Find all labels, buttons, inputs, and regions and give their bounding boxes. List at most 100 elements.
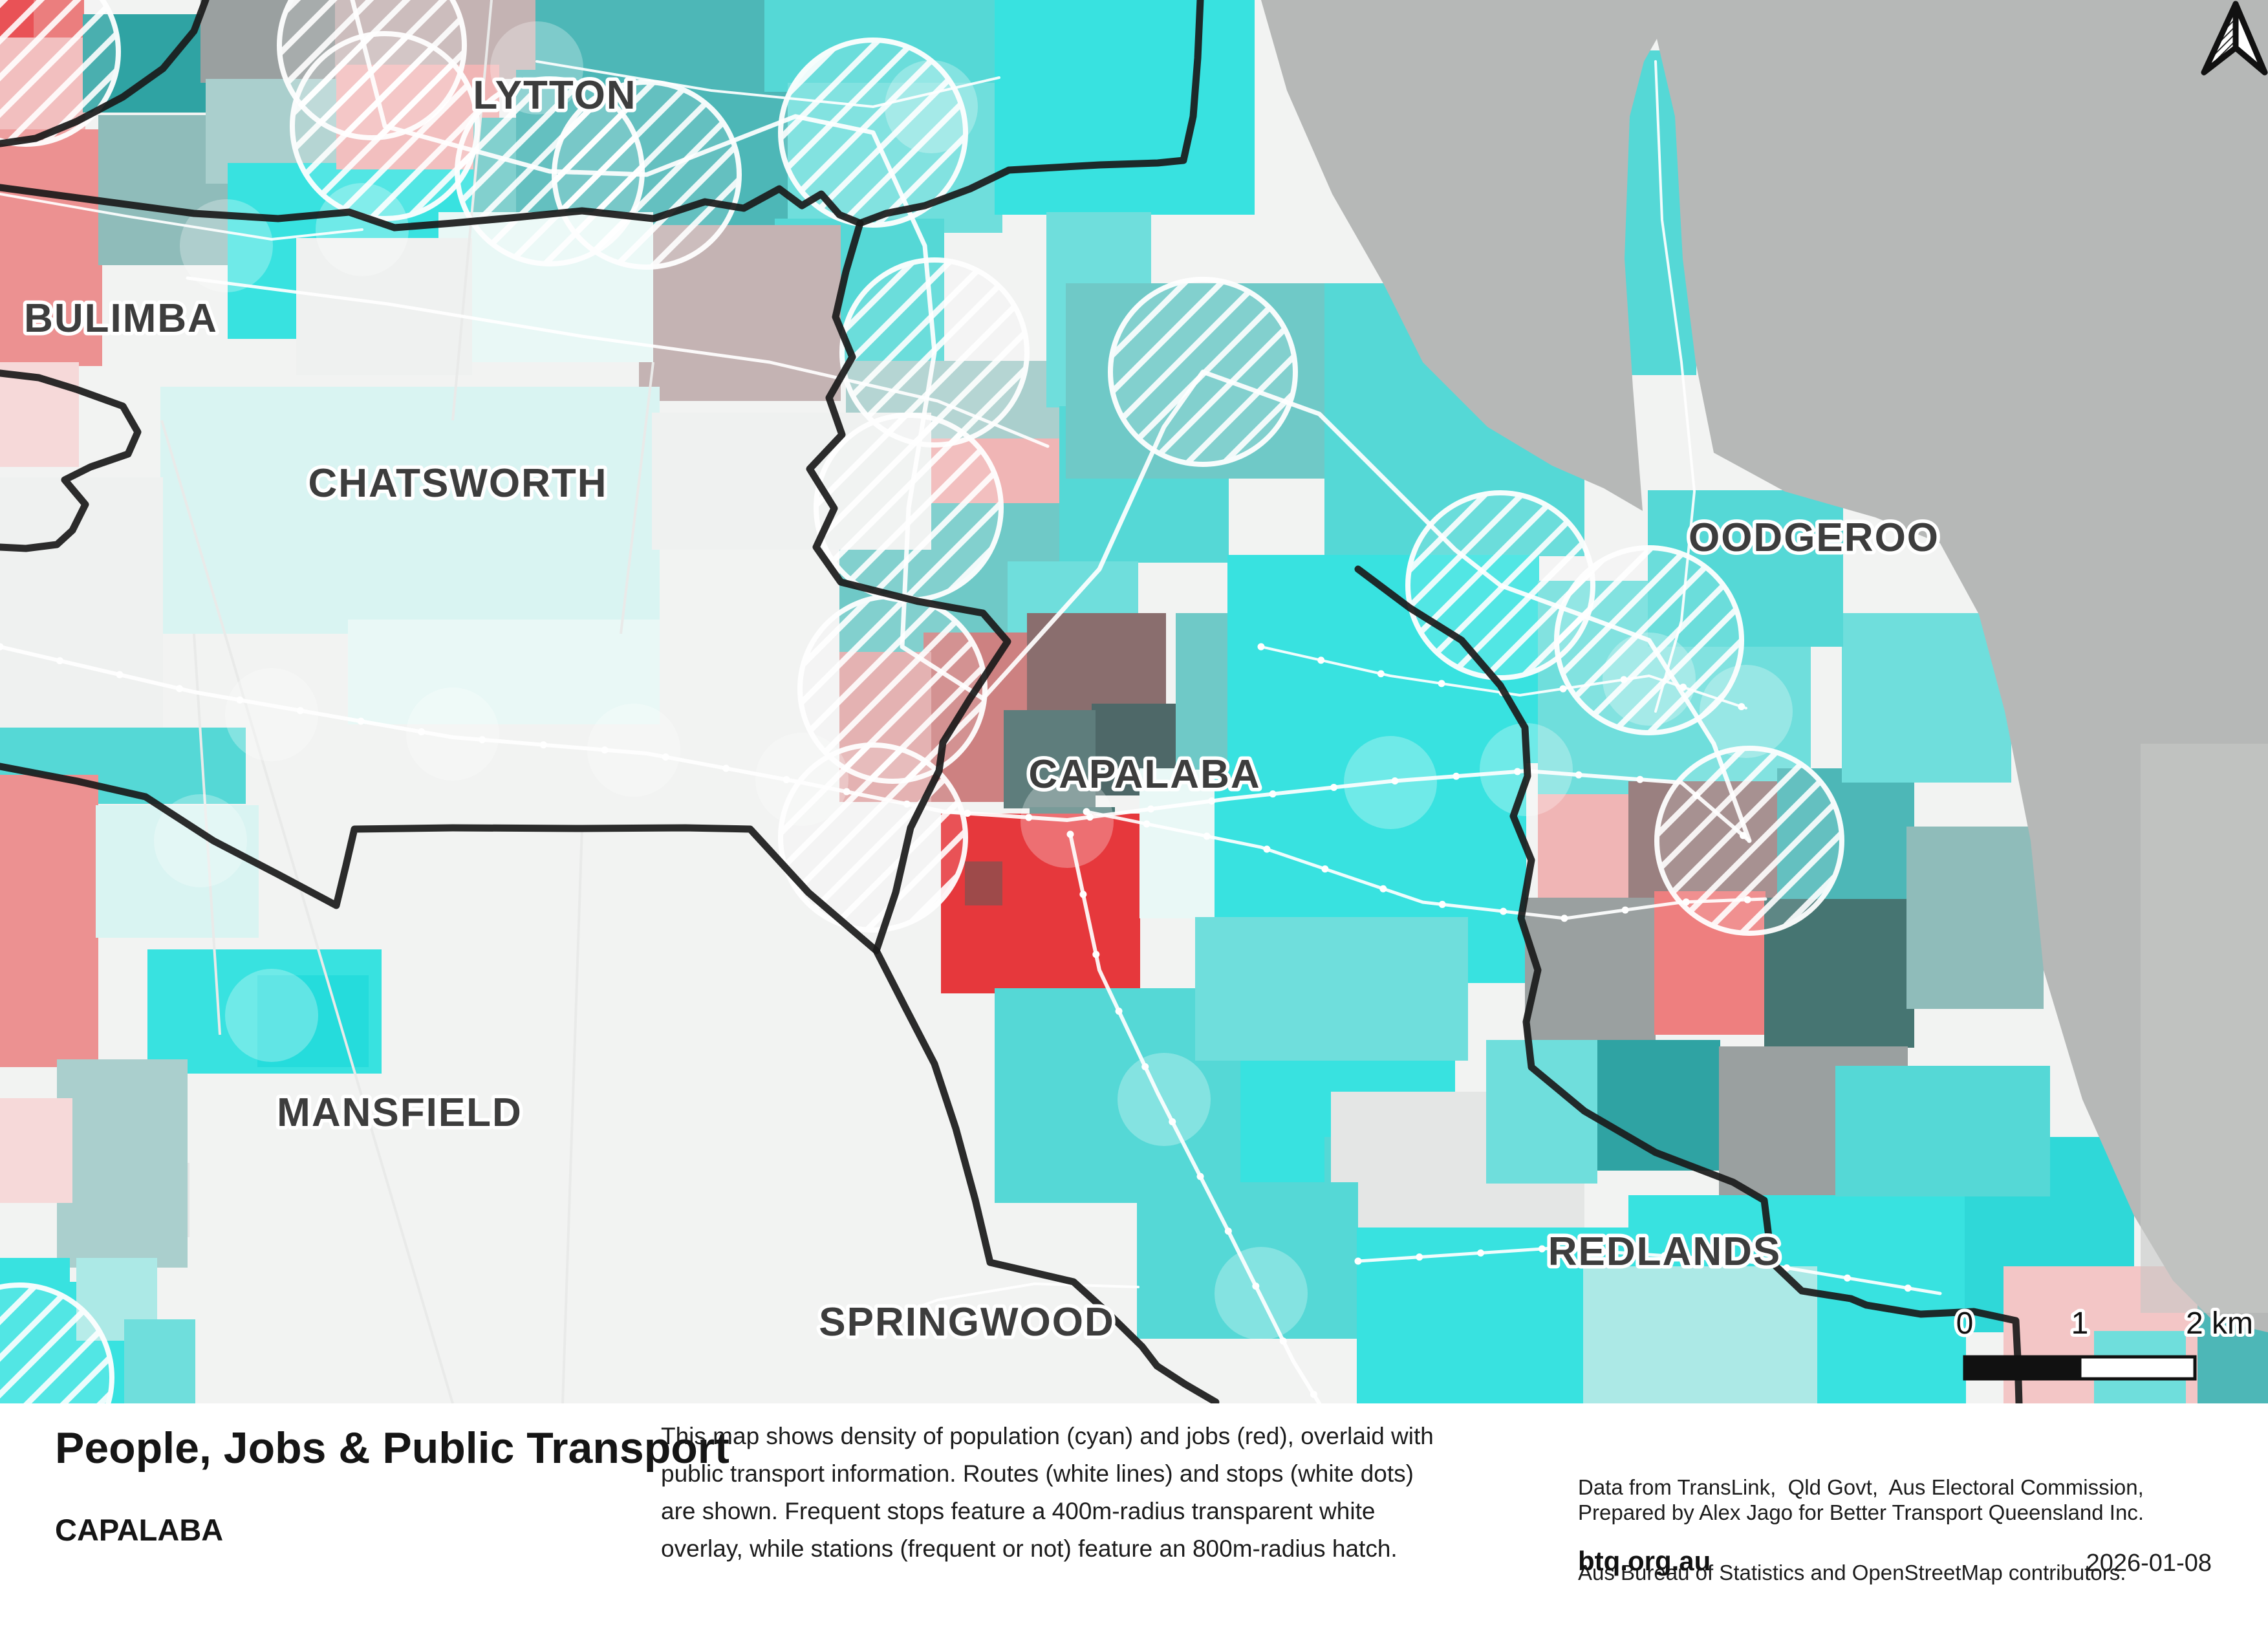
minor-road [561, 827, 583, 1404]
description-line: public transport information. Routes (wh… [661, 1460, 1414, 1487]
bus-stop-dot [1636, 775, 1644, 783]
density-patch [1835, 1066, 2050, 1196]
north-arrow-right-half [2232, 1, 2268, 76]
electorate-boundary [0, 369, 142, 552]
density-patch [124, 1319, 195, 1403]
bus-stop-dot [1025, 814, 1033, 821]
bus-stop-dot [1438, 900, 1446, 908]
density-patch [1027, 613, 1166, 711]
frequent-stop-overlay [587, 704, 680, 797]
north-arrow-icon [2201, 1, 2268, 76]
bus-stop-dot [1377, 670, 1385, 678]
density-patch [1583, 1266, 1817, 1403]
bus-stop-dot [1739, 832, 1747, 839]
map-date: 2026-01-08 [2086, 1550, 2212, 1577]
scale-bar: 0 1 2 km [1953, 1303, 2256, 1381]
page-subtitle: CAPALABA [55, 1513, 224, 1547]
bus-stop-dot [1310, 1390, 1317, 1398]
station-hatch-circle [778, 38, 968, 228]
bus-stop-dot [1086, 813, 1094, 821]
map-description: This map shows density of population (cy… [661, 1418, 1434, 1568]
density-patch [96, 805, 259, 938]
bus-stop-dot [1621, 906, 1629, 914]
bus-stop-dot [1252, 1282, 1260, 1290]
bus-stop-dot [418, 728, 426, 736]
density-patch [296, 238, 472, 375]
bus-stop-dot [1513, 768, 1521, 775]
bus-stop-dot [1354, 1257, 1362, 1265]
frequent-stop-overlay [1344, 736, 1437, 829]
bus-stop-dot [176, 685, 184, 693]
bus-stop-dot [56, 657, 64, 665]
bus-stop-dot [1682, 898, 1690, 906]
attribution-line: Aus Bureau of Statistics and OpenStreetM… [1578, 1561, 2126, 1585]
station-hatch-circle [778, 742, 968, 933]
frequent-stop-overlay [1118, 1053, 1211, 1146]
page-title: People, Jobs & Public Transport [55, 1423, 729, 1473]
bus-stop-dot [1744, 896, 1751, 903]
minor-road [160, 420, 454, 1404]
scalebar-label: 2 km [2186, 1306, 2253, 1341]
suburb-label: REDLANDS [1548, 1229, 1781, 1274]
scalebar-black-segment [1963, 1355, 2082, 1381]
electorate-boundary [0, 0, 210, 147]
density-patch [257, 975, 369, 1067]
bus-stop-dot [116, 671, 124, 678]
map-canvas[interactable]: LYTTON BULIMBA CHATSWORTH OODGEROO CAPALABA M… [0, 0, 2268, 1604]
bus-stop-dot [1224, 1228, 1232, 1235]
density-patch [1525, 898, 1656, 1048]
bay-water [1261, 0, 2268, 1332]
frequent-stop-overlay [1021, 775, 1114, 868]
suburb-label: BULIMBA [24, 296, 218, 341]
suburb-label: CHATSWORTH [308, 461, 607, 506]
suburb-label: OODGEROO [1689, 515, 1939, 560]
electorate-boundary [0, 763, 1220, 1406]
scalebar-white-segment [2078, 1355, 2197, 1381]
bus-stop-dot [843, 788, 850, 795]
frequent-stop-overlay [406, 687, 499, 781]
station-hatch-circle [290, 31, 480, 221]
bus-stop-dot [1208, 797, 1216, 805]
bus-stop-dot [1904, 1284, 1912, 1292]
suburb-label: CAPALABA [1028, 752, 1260, 797]
bus-stop-dot [1391, 777, 1399, 784]
station-hatch-circle [1654, 746, 1844, 936]
bus-stop-dot [601, 746, 609, 754]
transit-route-bulimba-rd [0, 193, 363, 241]
bus-stop-dot [1453, 772, 1460, 780]
transit-route-springwood-rd [846, 1282, 1139, 1334]
scalebar-label: 1 [2071, 1306, 2089, 1341]
scalebar-label: 0 [1956, 1306, 1974, 1341]
density-patch [57, 1059, 188, 1268]
bus-stop-dot [1257, 643, 1265, 651]
website-link[interactable]: btq.org.au [1578, 1546, 1711, 1576]
suburb-labels-layer: LYTTON BULIMBA CHATSWORTH OODGEROO CAPALABA M… [21, 70, 1942, 1348]
bus-stop-dot [1279, 1337, 1287, 1345]
bus-stop-dot [539, 741, 547, 749]
station-hatch-layer [0, 0, 1844, 1473]
bus-stop-dot [1330, 783, 1338, 791]
density-patch [160, 387, 660, 634]
bus-stop-dot [1263, 845, 1271, 853]
description-line: overlay, while stations (frequent or not… [661, 1535, 1398, 1562]
station-hatch-circle [1108, 277, 1298, 467]
density-patch [1004, 710, 1096, 808]
station-hatch-circle [1554, 545, 1744, 735]
density-patch [1906, 827, 2044, 1009]
bus-stop-dot [1679, 684, 1687, 691]
bus-stop-dot [1620, 676, 1628, 684]
transit-route-redlands-rd [1356, 1246, 1942, 1295]
bus-stop-dot [1738, 703, 1745, 711]
bus-stop-dot [1722, 1256, 1730, 1264]
bus-stop-dot [783, 776, 790, 784]
water-layer [1261, 0, 2268, 1332]
bus-stop-dot [1143, 820, 1150, 828]
station-hatch-circle [814, 413, 1004, 603]
suburb-label: MANSFIELD [277, 1090, 523, 1135]
marine-park-strip [2141, 744, 2268, 1313]
transit-density-map[interactable]: LYTTON BULIMBA CHATSWORTH OODGEROO CAPALABA M… [0, 0, 2268, 1604]
density-patch [348, 620, 660, 724]
density-patch [0, 1098, 72, 1203]
bus-stop-dot [1438, 680, 1445, 687]
bus-stop-dot [662, 753, 669, 761]
